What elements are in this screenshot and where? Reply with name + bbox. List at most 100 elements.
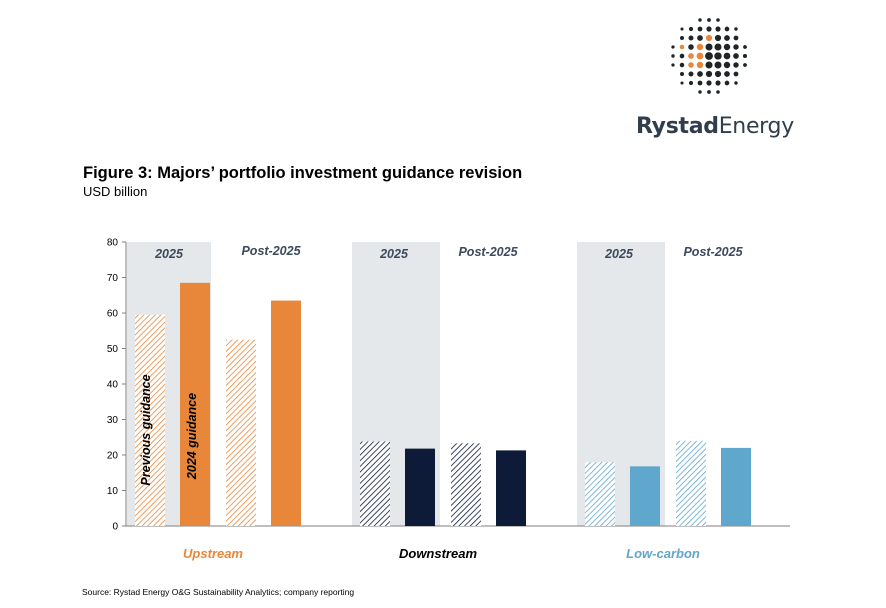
logo-dot	[733, 71, 739, 77]
period-label-post-2025: Post-2025	[458, 245, 518, 259]
logo-dot	[671, 54, 675, 58]
logo-dot	[714, 61, 722, 69]
bar-2024-guidance	[721, 447, 751, 526]
logo-dot	[688, 26, 694, 32]
y-tick-label: 20	[107, 451, 119, 462]
logo-dot	[733, 53, 739, 59]
logo-dot	[696, 43, 704, 51]
category-label-upstream: Upstream	[183, 546, 243, 561]
source-note: Source: Rystad Energy O&G Sustainability…	[82, 587, 355, 597]
logo-dot	[714, 34, 722, 42]
brand-name: RystadEnergy	[636, 114, 794, 139]
logo-dot	[705, 34, 713, 42]
logo-dot	[696, 61, 704, 69]
y-tick-label: 70	[107, 273, 119, 284]
figure-subtitle: USD billion	[83, 184, 148, 199]
logo-dot	[680, 27, 684, 31]
logo-dot	[723, 61, 731, 69]
logo-dot	[698, 90, 702, 94]
logo-dot	[743, 45, 747, 49]
logo-dot	[714, 52, 722, 60]
brand-name-bold: Rystad	[636, 114, 719, 139]
y-tick-label: 80	[107, 238, 119, 249]
bar-2024-guidance	[180, 282, 210, 526]
y-tick-label: 30	[107, 415, 119, 426]
logo-dot	[715, 80, 721, 86]
logo-dot	[680, 81, 684, 85]
bar-previous-guidance	[585, 462, 615, 526]
logo-dot	[671, 45, 675, 49]
logo-dot	[706, 26, 712, 32]
rystad-logo-icon	[671, 18, 748, 94]
y-tick-label: 50	[107, 344, 119, 355]
bar-2024-guidance	[630, 466, 660, 526]
logo-dot	[705, 61, 713, 69]
logo-dot	[716, 90, 720, 94]
bar-2024-guidance	[496, 450, 526, 526]
logo-dot	[697, 80, 703, 86]
logo-dot	[705, 52, 713, 60]
logo-dot	[742, 53, 748, 59]
y-tick-label: 0	[112, 522, 118, 533]
y-tick-label: 60	[107, 309, 119, 320]
logo-dot	[724, 26, 730, 32]
logo-dot	[688, 80, 694, 86]
logo-dot	[743, 63, 747, 67]
logo-dot	[723, 52, 731, 60]
bar-series-label: Previous guidance	[139, 374, 153, 485]
logo-dot	[679, 44, 685, 50]
logo-dot	[688, 35, 694, 41]
logo-dot	[705, 43, 713, 51]
period-label-post-2025: Post-2025	[683, 245, 743, 259]
logo-dot	[679, 35, 685, 41]
logo-dot	[697, 71, 703, 77]
logo-dot	[688, 62, 694, 68]
logo-dot	[733, 44, 739, 50]
logo-dot	[679, 71, 685, 77]
bar-previous-guidance	[360, 441, 390, 526]
bar-previous-guidance	[135, 314, 165, 526]
y-tick-label: 10	[107, 486, 119, 497]
logo-dot	[733, 35, 739, 41]
bar-2024-guidance	[271, 300, 301, 526]
logo-dot	[707, 90, 711, 94]
period-label-2025: 2025	[604, 247, 634, 261]
logo-dot	[724, 80, 730, 86]
logo-dot	[679, 53, 685, 59]
logo-dot	[671, 63, 675, 67]
period-label-2025: 2025	[154, 247, 184, 261]
logo-dot	[724, 71, 730, 77]
logo-dot	[705, 70, 713, 78]
logo-dot	[733, 62, 739, 68]
y-tick-label: 40	[107, 380, 119, 391]
logo-dot	[679, 62, 685, 68]
logo-dot	[716, 18, 720, 22]
logo-dot	[688, 53, 694, 59]
logo-dot	[715, 26, 721, 32]
period-label-post-2025: Post-2025	[241, 244, 301, 258]
logo-dot	[723, 43, 731, 51]
brand-name-light: Energy	[718, 114, 795, 139]
bar-series-label: 2024 guidance	[185, 393, 199, 480]
figure-title: Figure 3: Majors’ portfolio investment g…	[83, 164, 523, 182]
logo-dot	[697, 26, 703, 32]
bar-2024-guidance	[405, 448, 435, 526]
logo-dot	[714, 70, 722, 78]
logo-dot	[698, 18, 702, 22]
bar-previous-guidance	[226, 339, 256, 526]
logo-dot	[688, 71, 694, 77]
logo-dot	[706, 80, 712, 86]
logo-dot	[724, 35, 730, 41]
logo-dot	[697, 35, 703, 41]
logo-dot	[707, 18, 711, 22]
logo-dot	[734, 27, 738, 31]
logo-dot	[714, 43, 722, 51]
period-label-2025: 2025	[379, 247, 409, 261]
category-label-downstream: Downstream	[399, 546, 477, 561]
category-label-low-carbon: Low-carbon	[626, 546, 700, 561]
logo-dot	[734, 81, 738, 85]
logo-dot	[696, 52, 704, 60]
bar-previous-guidance	[676, 440, 706, 526]
logo-dot	[688, 44, 694, 50]
